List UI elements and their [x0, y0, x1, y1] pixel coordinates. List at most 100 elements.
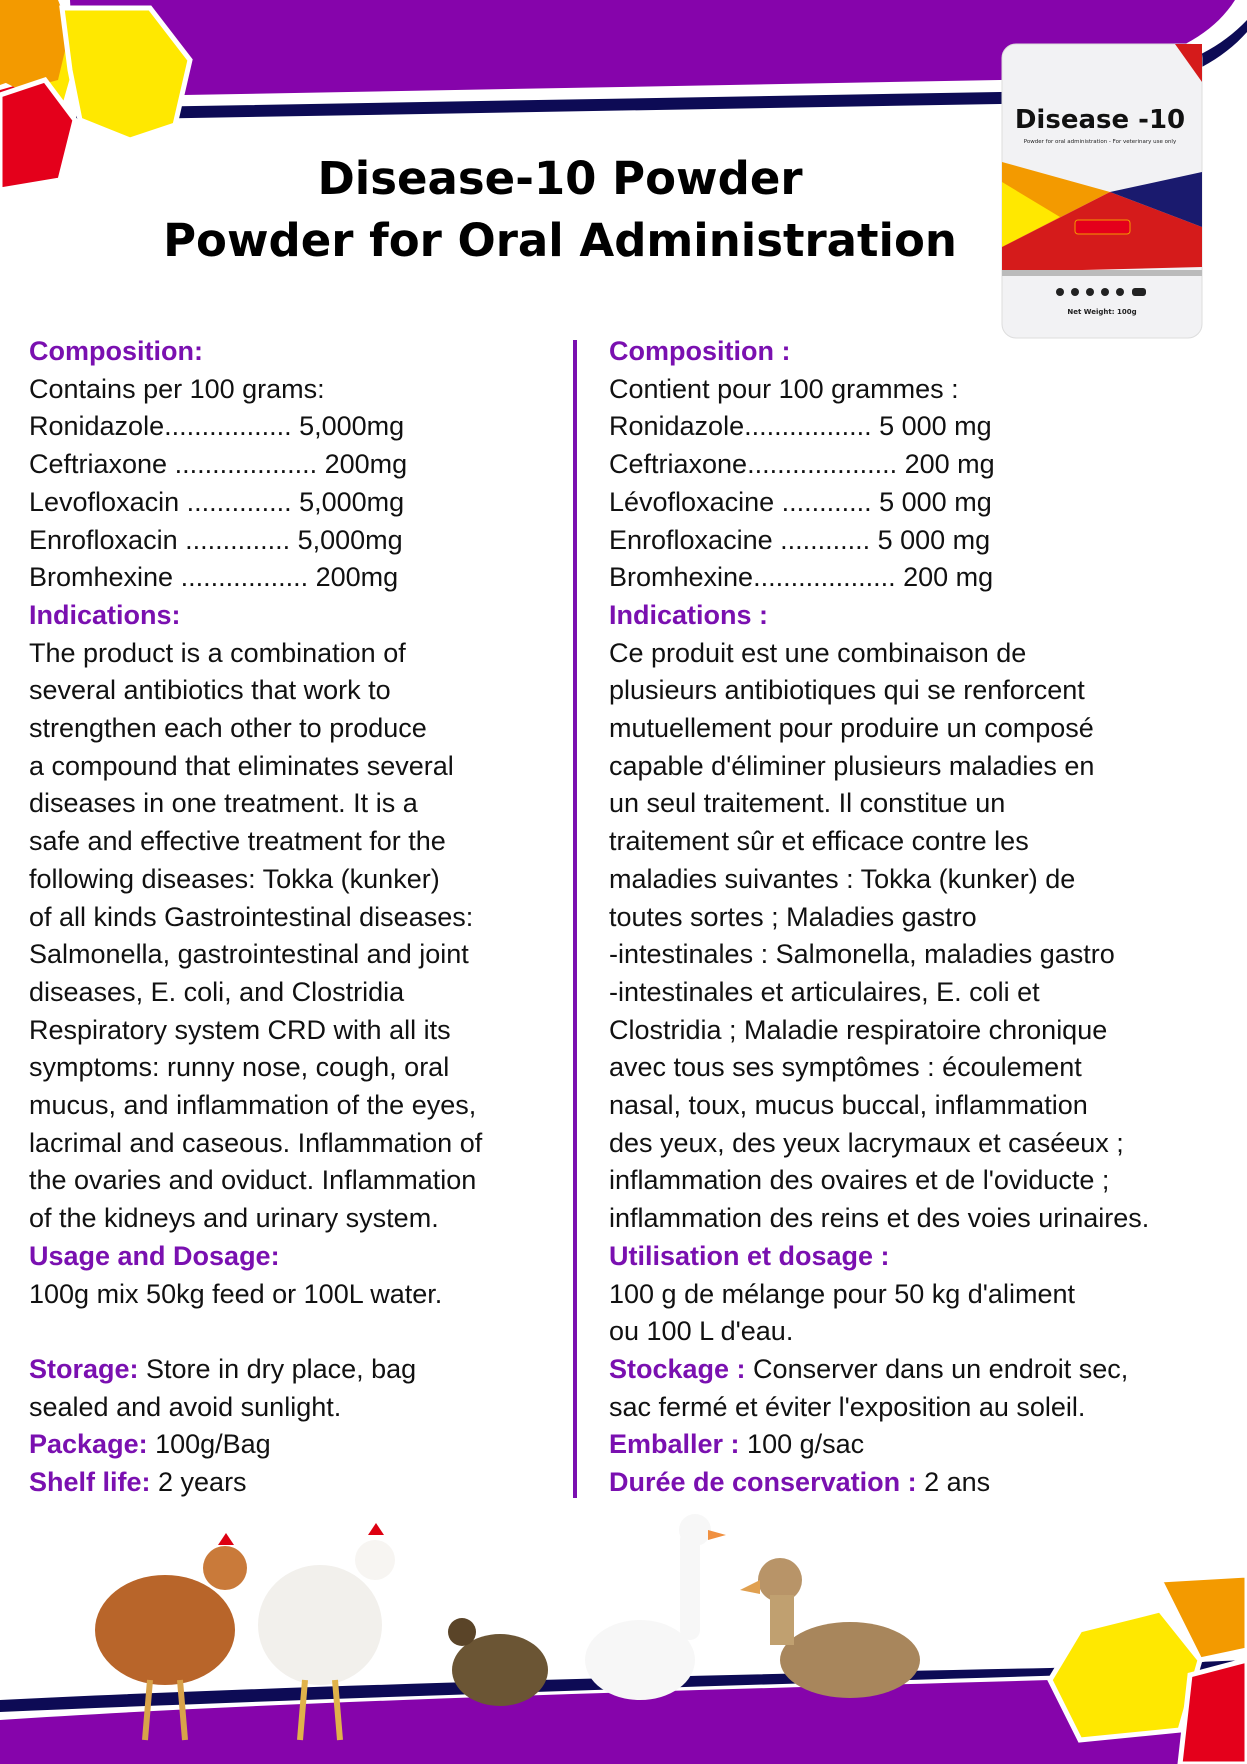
text-line: Enrofloxacine ............ 5 000 mg: [609, 522, 1149, 560]
section-label: Usage and Dosage:: [29, 1240, 280, 1271]
body-text: Contient pour 100 grammes :: [609, 373, 959, 404]
french-column: Composition : Contient pour 100 grammes :…: [609, 333, 1149, 1502]
body-text: -intestinales et articulaires, E. coli e…: [609, 976, 1040, 1007]
body-text: Levofloxacin .............. 5,000mg: [29, 486, 405, 517]
text-line: following diseases: Tokka (kunker): [29, 861, 482, 899]
text-line: maladies suivantes : Tokka (kunker) de: [609, 861, 1149, 899]
body-text: of all kinds Gastrointestinal diseases:: [29, 901, 474, 932]
text-line: the ovaries and oviduct. Inflammation: [29, 1162, 482, 1200]
body-text: Ce produit est une combinaison de: [609, 637, 1027, 668]
text-line: toutes sortes ; Maladies gastro: [609, 899, 1149, 937]
english-column: Composition: Contains per 100 grams: Ronid…: [29, 333, 482, 1502]
text-line: Shelf life: 2 years: [29, 1464, 482, 1502]
text-line: of the kidneys and urinary system.: [29, 1200, 482, 1238]
corner-hexagons: [0, 0, 193, 193]
body-text: des yeux, des yeux lacrymaux et caséeux …: [609, 1127, 1124, 1158]
spacer: [29, 1313, 482, 1351]
title-line-1: Disease-10 Powder: [317, 152, 803, 205]
body-text: 100g/Bag: [147, 1429, 271, 1460]
text-line: mucus, and inflammation of the eyes,: [29, 1087, 482, 1125]
body-text: the ovaries and oviduct. Inflammation: [29, 1165, 477, 1196]
text-line: a compound that eliminates several: [29, 748, 482, 786]
text-line: 100 g de mélange pour 50 kg d'aliment: [609, 1276, 1149, 1314]
body-text: ou 100 L d'eau.: [609, 1316, 794, 1347]
body-text: toutes sortes ; Maladies gastro: [609, 901, 977, 932]
text-line: Lévofloxacine ............ 5 000 mg: [609, 484, 1149, 522]
body-text: mucus, and inflammation of the eyes,: [29, 1090, 477, 1121]
text-line: Levofloxacin .............. 5,000mg: [29, 484, 482, 522]
text-line: Ceftriaxone.................... 200 mg: [609, 446, 1149, 484]
text-line: strengthen each other to produce: [29, 710, 482, 748]
text-line: Emballer : 100 g/sac: [609, 1426, 1149, 1464]
text-line: diseases in one treatment. It is a: [29, 785, 482, 823]
package-net-weight: Net Weight: 100g: [1067, 308, 1136, 316]
body-text: 100 g/sac: [739, 1429, 865, 1460]
body-text: nasal, toux, mucus buccal, inflammation: [609, 1090, 1088, 1121]
text-line: diseases, E. coli, and Clostridia: [29, 974, 482, 1012]
body-text: diseases, E. coli, and Clostridia: [29, 976, 405, 1007]
text-line: of all kinds Gastrointestinal diseases:: [29, 899, 482, 937]
text-line: Stockage : Conserver dans un endroit sec…: [609, 1351, 1149, 1389]
body-text: traitement sûr et efficace contre les: [609, 826, 1029, 857]
body-text: 100g mix 50kg feed or 100L water.: [29, 1278, 443, 1309]
text-line: Package: 100g/Bag: [29, 1426, 482, 1464]
quail-icon: [448, 1618, 548, 1706]
text-line: Ronidazole................. 5 000 mg: [609, 408, 1149, 446]
purple-band: [70, 0, 1235, 97]
text-line: Ce produit est une combinaison de: [609, 635, 1149, 673]
purple-footer-band: [0, 1670, 1247, 1764]
body-text: capable d'éliminer plusieurs maladies en: [609, 750, 1095, 781]
section-heading: Indications :: [609, 597, 1149, 635]
navy-stripe: [75, 20, 1247, 120]
product-package-image: Disease -10 Powder for oral administrati…: [1001, 43, 1203, 339]
text-line: Contient pour 100 grammes :: [609, 371, 1149, 409]
text-line: avec tous ses symptômes : écoulement: [609, 1049, 1149, 1087]
animal-silhouettes-icon: [1056, 288, 1146, 296]
section-label: Storage:: [29, 1353, 139, 1384]
text-line: -intestinales et articulaires, E. coli e…: [609, 974, 1149, 1012]
footer-birds: [0, 1514, 1247, 1764]
section-heading: Composition :: [609, 333, 1149, 371]
text-line: nasal, toux, mucus buccal, inflammation: [609, 1087, 1149, 1125]
body-text: Contains per 100 grams:: [29, 373, 325, 404]
text-line: sealed and avoid sunlight.: [29, 1389, 482, 1427]
body-text: Bromhexine................... 200 mg: [609, 562, 994, 593]
text-line: inflammation des reins et des voies urin…: [609, 1200, 1149, 1238]
section-heading: Usage and Dosage:: [29, 1238, 482, 1276]
text-line: traitement sûr et efficace contre les: [609, 823, 1149, 861]
text-line: des yeux, des yeux lacrymaux et caséeux …: [609, 1125, 1149, 1163]
section-label: Utilisation et dosage :: [609, 1240, 890, 1271]
body-text: Ronidazole................. 5 000 mg: [609, 411, 992, 442]
body-text: 2 ans: [916, 1467, 991, 1498]
body-text: Enrofloxacin .............. 5,000mg: [29, 524, 403, 555]
section-label: Composition :: [609, 336, 791, 366]
body-text: un seul traitement. Il constitue un: [609, 788, 1006, 819]
body-text: Ceftriaxone ................... 200mg: [29, 449, 408, 480]
section-heading: Utilisation et dosage :: [609, 1238, 1149, 1276]
text-line: mutuellement pour produire un composé: [609, 710, 1149, 748]
body-text: Lévofloxacine ............ 5 000 mg: [609, 486, 992, 517]
text-line: Ceftriaxone ................... 200mg: [29, 446, 482, 484]
body-text: a compound that eliminates several: [29, 750, 454, 781]
body-text: Ceftriaxone.................... 200 mg: [609, 449, 995, 480]
text-line: Bromhexine ................. 200mg: [29, 559, 482, 597]
text-line: The product is a combination of: [29, 635, 482, 673]
column-divider: [573, 340, 577, 1498]
section-heading: Composition:: [29, 333, 482, 371]
body-text: sealed and avoid sunlight.: [29, 1391, 342, 1422]
section-label: Shelf life:: [29, 1467, 151, 1498]
body-text: Respiratory system CRD with all its: [29, 1014, 451, 1045]
body-text: maladies suivantes : Tokka (kunker) de: [609, 863, 1076, 894]
body-text: inflammation des ovaires et de l'oviduct…: [609, 1165, 1110, 1196]
body-text: inflammation des reins et des voies urin…: [609, 1203, 1150, 1234]
text-line: un seul traitement. Il constitue un: [609, 785, 1149, 823]
duck-icon: [740, 1558, 920, 1698]
body-text: 100 g de mélange pour 50 kg d'aliment: [609, 1278, 1075, 1309]
text-line: Respiratory system CRD with all its: [29, 1012, 482, 1050]
body-text: avec tous ses symptômes : écoulement: [609, 1052, 1082, 1083]
body-text: following diseases: Tokka (kunker): [29, 863, 440, 894]
section-label: Durée de conservation :: [609, 1467, 917, 1498]
text-line: Enrofloxacin .............. 5,000mg: [29, 522, 482, 560]
body-text: safe and effective treatment for the: [29, 826, 446, 857]
body-text: several antibiotics that work to: [29, 675, 391, 706]
